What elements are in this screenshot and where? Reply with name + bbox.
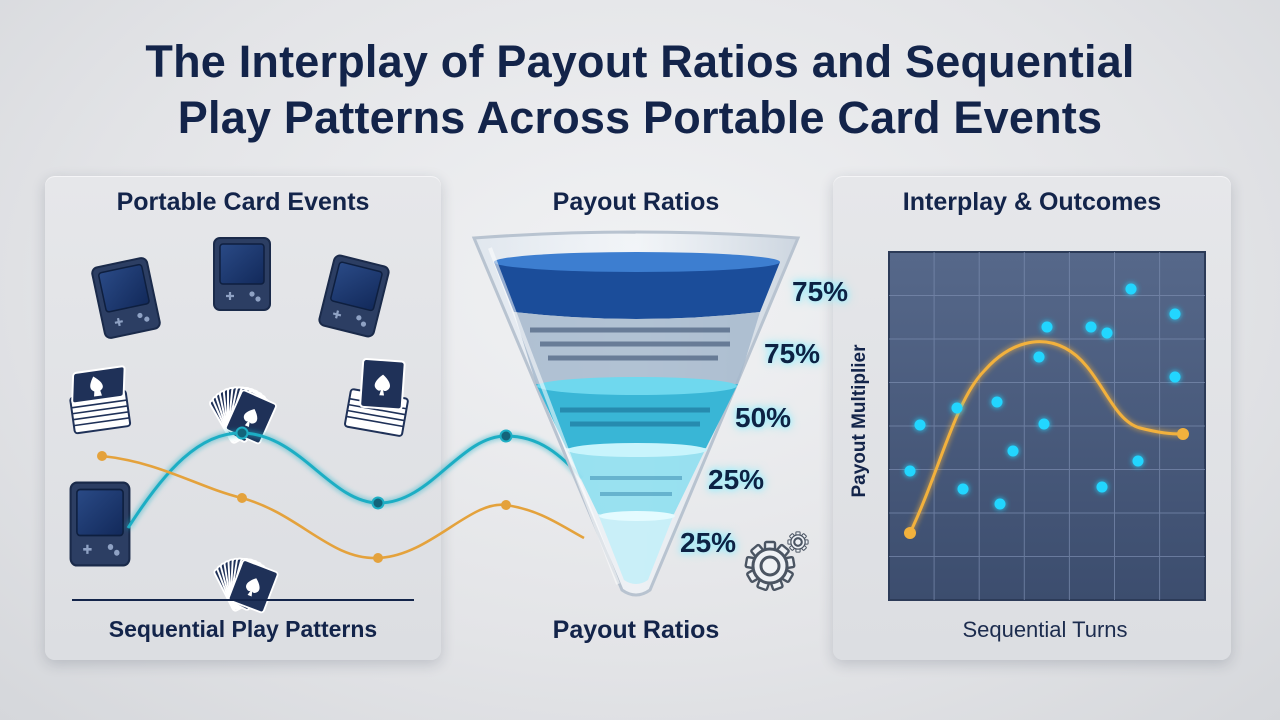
playing-card-fan-icon-2 — [212, 557, 280, 615]
orange-sequence-line — [101, 454, 585, 560]
gear-icon — [744, 540, 796, 592]
outcome-point — [951, 402, 963, 414]
handheld-console-icon-4 — [69, 481, 131, 567]
payout-ratios-caption: Payout Ratios — [552, 616, 720, 644]
handheld-console-icon-1 — [90, 255, 162, 341]
title-line-1: The Interplay of Payout Ratios and Seque… — [145, 36, 1135, 87]
outcome-grid-chart — [888, 251, 1206, 601]
handheld-console-icon-3 — [317, 253, 391, 339]
outcome-point — [1101, 327, 1113, 339]
ratio-label-5: 25% — [680, 527, 737, 558]
outcome-point — [1041, 321, 1053, 333]
payout-funnel — [471, 230, 801, 597]
funnel-band-1 — [494, 256, 780, 319]
outcome-point — [1007, 445, 1019, 457]
outcome-point — [1169, 371, 1181, 383]
card-deck-icon-1 — [69, 365, 132, 435]
funnel-band-4 — [566, 448, 706, 518]
ratio-label-3: 50% — [735, 402, 792, 433]
outcome-point — [1033, 351, 1045, 363]
outcome-point — [1169, 308, 1181, 320]
teal-node-3 — [499, 429, 513, 443]
sequential-play-patterns-caption: Sequential Play Patterns — [108, 616, 378, 642]
trend-start-point — [904, 527, 916, 539]
y-axis-label: Payout Multiplier — [849, 344, 870, 498]
ratio-label-2: 75% — [764, 338, 821, 369]
funnel-band-5 — [598, 514, 674, 584]
card-deck-icon-2 — [344, 357, 409, 437]
outcome-point — [914, 419, 926, 431]
payout-ratios-heading: Payout Ratios — [552, 188, 720, 216]
trend-end-point — [1177, 428, 1189, 440]
page-title: The Interplay of Payout Ratios and Seque… — [0, 34, 1280, 146]
sequential-play-lines — [97, 426, 585, 563]
x-axis-label: Sequential Turns — [962, 617, 1128, 642]
funnel-band-3 — [536, 384, 738, 453]
ratio-label-1: 75% — [792, 276, 849, 307]
outcome-point — [1096, 481, 1108, 493]
payout-trend-curve — [908, 340, 1184, 534]
small-gear-icon — [787, 531, 809, 553]
interplay-outcomes-heading: Interplay & Outcomes — [902, 188, 1162, 216]
orange-node-1 — [97, 451, 107, 461]
outcome-point — [957, 483, 969, 495]
outcome-point — [1085, 321, 1097, 333]
outcome-point — [1132, 455, 1144, 467]
portable-card-events-heading: Portable Card Events — [116, 188, 370, 216]
outcome-point — [991, 396, 1003, 408]
ratio-label-4: 25% — [708, 464, 765, 495]
teal-sequence-line — [126, 431, 584, 529]
title-line-2: Play Patterns Across Portable Card Event… — [177, 92, 1103, 143]
outcome-point — [1038, 418, 1050, 430]
outcome-point — [1125, 283, 1137, 295]
orange-node-2 — [237, 493, 247, 503]
handheld-console-icon-2 — [212, 236, 272, 312]
teal-node-1 — [235, 426, 249, 440]
outcome-point — [904, 465, 916, 477]
outcome-point — [994, 498, 1006, 510]
orange-node-3 — [373, 553, 383, 563]
teal-node-2 — [371, 496, 385, 510]
orange-node-4 — [501, 500, 511, 510]
